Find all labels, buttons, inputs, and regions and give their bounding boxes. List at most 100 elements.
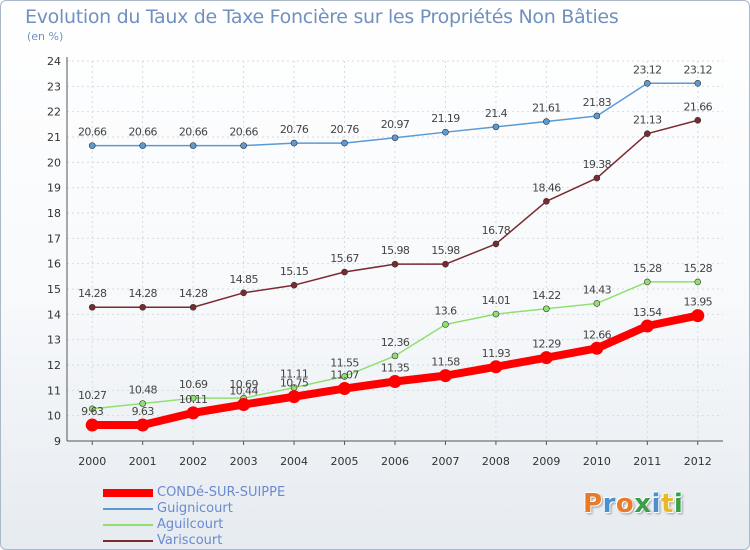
- series-1-point: [694, 79, 702, 87]
- series-3-point: [88, 303, 96, 311]
- y-tick-label: 18: [47, 207, 61, 220]
- series-1-point: [290, 139, 298, 147]
- y-tick-label: 12: [47, 359, 61, 372]
- series-3-data-label: 15.15: [280, 265, 309, 278]
- series-3-point: [341, 268, 348, 276]
- series-0-data-label: 9.63: [132, 405, 155, 418]
- series-2-data-label: 14.43: [583, 283, 612, 296]
- series-1-point: [189, 142, 197, 149]
- series-1-data-label: 20.76: [280, 123, 309, 136]
- legend-swatch: [103, 508, 153, 510]
- series-2-data-label: 10.69: [229, 378, 258, 391]
- y-tick-label: 20: [47, 156, 61, 169]
- logo-letter: x: [634, 489, 652, 519]
- series-3-point: [644, 130, 651, 138]
- series-3-point: [391, 260, 399, 268]
- series-1-data-label: 23.12: [684, 63, 713, 76]
- series-3-data-label: 14.85: [229, 273, 258, 286]
- logo-letter: i: [673, 489, 684, 519]
- legend-swatch: [103, 489, 153, 497]
- series-1-point: [593, 112, 601, 120]
- series-2-point: [442, 321, 449, 328]
- legend-swatch: [103, 540, 153, 542]
- series-0-point: [338, 382, 352, 396]
- series-3-data-label: 14.28: [78, 287, 107, 300]
- series-3-data-label: 19.38: [583, 158, 612, 171]
- series-2-point: [88, 405, 96, 413]
- series-1-data-label: 20.66: [78, 126, 107, 139]
- x-tick-label: 2007: [431, 455, 459, 468]
- series-0-data-label: 11.07: [330, 369, 359, 382]
- y-tick-label: 21: [47, 131, 61, 144]
- series-2-data-label: 15.28: [684, 262, 713, 275]
- series-0-point: [287, 390, 301, 404]
- series-2-data-label: 13.6: [434, 304, 457, 317]
- series-1-point: [644, 79, 651, 87]
- y-tick-label: 17: [47, 232, 61, 245]
- series-0-point: [640, 319, 654, 333]
- series-0-point: [539, 351, 553, 365]
- series-1-point: [543, 118, 550, 125]
- x-tick-label: 2011: [633, 455, 661, 468]
- series-3-data-label: 15.98: [381, 244, 410, 257]
- x-tick-label: 2008: [482, 455, 510, 468]
- series-2-data-label: 11.55: [330, 356, 359, 369]
- logo-letter: P: [583, 489, 603, 519]
- series-1-data-label: 21.61: [532, 102, 561, 115]
- series-0-point: [85, 418, 99, 432]
- chart-unit-label: (en %): [27, 30, 64, 43]
- series-3-data-label: 15.98: [431, 244, 460, 257]
- x-tick-label: 2001: [129, 455, 157, 468]
- x-tick-label: 2002: [179, 455, 207, 468]
- x-tick-label: 2003: [230, 455, 258, 468]
- series-3-point: [290, 281, 298, 289]
- series-0-point: [186, 406, 200, 420]
- x-tick-label: 2010: [583, 455, 611, 468]
- series-3-point: [543, 198, 550, 205]
- series-2-data-label: 12.36: [381, 336, 410, 349]
- series-0-data-label: 11.35: [381, 361, 410, 374]
- series-1-point: [442, 128, 449, 136]
- series-3-point: [593, 174, 601, 182]
- proxiti-logo: Proxiti: [583, 489, 683, 519]
- y-tick-label: 24: [47, 55, 61, 68]
- logo-letter: o: [615, 489, 635, 519]
- series-0-data-label: 9.63: [81, 405, 104, 418]
- series-0-data-label: 10.44: [229, 385, 258, 398]
- series-2-data-label: 11.11: [280, 368, 309, 381]
- y-tick-label: 11: [47, 384, 61, 397]
- series-2-point: [593, 300, 601, 307]
- series-2-point: [492, 310, 500, 318]
- legend-label: CONDé-SUR-SUIPPE: [157, 485, 286, 500]
- series-1-point: [240, 142, 247, 149]
- series-0-data-label: 12.66: [583, 328, 612, 341]
- series-2-point: [644, 278, 651, 286]
- series-1-data-label: 20.97: [381, 118, 410, 131]
- logo-letter: i: [651, 489, 661, 519]
- series-0-data-label: 11.58: [431, 356, 460, 369]
- series-3-data-label: 18.46: [532, 181, 561, 194]
- series-2-data-label: 10.48: [128, 384, 157, 397]
- series-3-point: [189, 303, 197, 311]
- series-0-data-label: 13.54: [633, 306, 662, 319]
- logo-letter: r: [602, 489, 616, 519]
- series-1-point: [341, 139, 348, 147]
- series-2-point: [543, 305, 550, 313]
- series-0-data-label: 13.95: [684, 296, 713, 309]
- series-0-point: [489, 360, 503, 374]
- logo-letter: t: [660, 489, 674, 519]
- legend-label: Aguilcourt: [157, 517, 224, 532]
- series-2-data-label: 15.28: [633, 262, 662, 275]
- series-0-point: [691, 309, 705, 323]
- legend-label: Guignicourt: [157, 501, 233, 516]
- series-1-data-label: 21.83: [583, 96, 612, 109]
- series-0-point: [388, 374, 402, 388]
- legend-swatch: [103, 524, 153, 526]
- series-0-data-label: 11.93: [482, 347, 511, 360]
- series-1-point: [492, 123, 500, 131]
- x-tick-label: 2006: [381, 455, 409, 468]
- series-0-point: [438, 369, 452, 383]
- y-tick-label: 10: [47, 410, 61, 423]
